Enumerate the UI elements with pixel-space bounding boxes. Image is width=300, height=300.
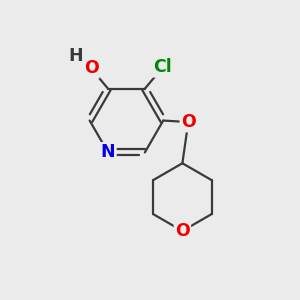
Text: N: N (101, 143, 116, 161)
Text: O: O (84, 59, 98, 77)
Text: O: O (175, 222, 190, 240)
Text: O: O (181, 113, 196, 131)
Text: Cl: Cl (154, 58, 172, 76)
Text: H: H (68, 47, 83, 65)
